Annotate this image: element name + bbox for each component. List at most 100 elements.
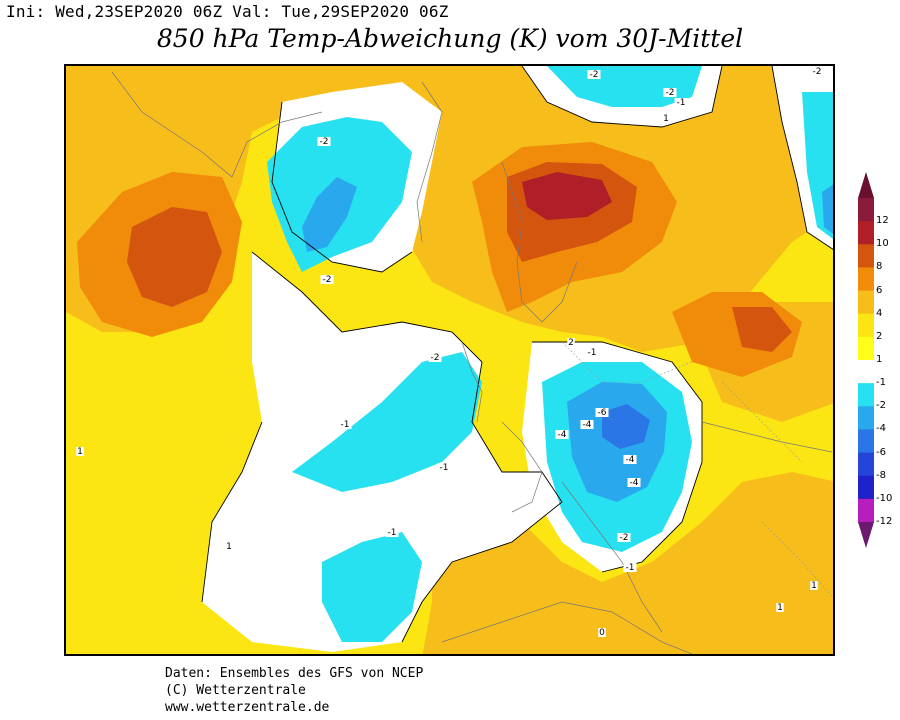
contour-label: -1 (677, 98, 686, 108)
colorbar-label: -4 (876, 423, 886, 435)
coastline (561, 481, 663, 633)
contour-label-bg (317, 137, 331, 146)
contour-line (521, 66, 723, 128)
contour-label: -2 (320, 137, 329, 147)
colorbar-label: -2 (876, 400, 886, 412)
contour-label-bg (623, 563, 637, 572)
copyright: (C) Wetterzentrale (165, 683, 306, 698)
contour-label-bg (385, 528, 399, 537)
strong-cold-east (822, 184, 833, 234)
coastline (441, 601, 693, 654)
peak-warm-scandinavia (522, 172, 612, 220)
colorbar-swatch (858, 313, 874, 338)
contour-line (771, 66, 833, 250)
colorbar-swatch (858, 429, 874, 454)
colorbar-label: 6 (876, 284, 883, 296)
strong-warm-greenland (127, 207, 222, 307)
contour-label: -4 (558, 430, 567, 440)
colorbar-swatch (858, 267, 874, 292)
contour-label: -2 (620, 533, 629, 543)
colorbar-label: 1 (876, 354, 883, 365)
coastline (461, 341, 483, 423)
contour-label: 2 (568, 338, 574, 348)
contour-label-bg (587, 70, 601, 79)
border-line (561, 341, 693, 383)
contour-label: -2 (813, 67, 822, 77)
contour-label: -2 (323, 275, 332, 285)
colorbar-label: -1 (876, 377, 886, 389)
contour-label-bg (776, 603, 784, 612)
colorbar-swatch (858, 244, 874, 268)
anomaly-zone-north (66, 66, 833, 352)
contour-label: -1 (626, 563, 635, 573)
contour-label: -4 (626, 455, 635, 465)
contour-label: 1 (77, 447, 83, 457)
data-source: Daten: Ensembles des GFS von NCEP (165, 666, 424, 681)
colorbar-label: -10 (876, 492, 893, 504)
contour-label: -4 (630, 478, 639, 488)
contour-label: 1 (811, 581, 817, 591)
contour-label: -2 (431, 353, 440, 363)
contour-label-bg (810, 67, 824, 76)
init-time: Wed,23SEP2020 06Z (55, 2, 223, 21)
colorbar-swatch (858, 406, 874, 430)
coastline (416, 81, 443, 243)
colorbar-swatch (858, 498, 874, 523)
contour-label-bg (598, 628, 606, 637)
contour-label-bg (338, 420, 352, 429)
contour-label-bg (617, 533, 631, 542)
contour-label-bg (623, 455, 637, 464)
colorbar-swatch (858, 452, 874, 477)
cold-anomaly-atlantic (292, 352, 482, 492)
contour-label: 1 (777, 603, 783, 613)
colorbar-top-arrow (858, 172, 874, 198)
contour-label: 0 (599, 628, 605, 638)
colorbar-label: 4 (876, 307, 883, 319)
strong-cold-greenland (302, 177, 357, 252)
colorbar-label: 12 (876, 215, 889, 227)
contour-label: 1 (226, 542, 232, 552)
colorbar-label: 8 (876, 261, 883, 273)
colorbar-swatch (858, 336, 874, 361)
contour-label: -1 (440, 463, 449, 473)
colorbar-swatch (858, 383, 874, 407)
peak-cold-europe (602, 404, 650, 449)
contour-line (271, 101, 413, 273)
strong-warm-russia (732, 307, 792, 352)
run-info: Ini: Wed,23SEP2020 06Z Val: Tue,29SEP202… (6, 2, 449, 21)
colorbar-label: -8 (876, 469, 886, 481)
contour-label-bg (585, 348, 599, 357)
contour-line (251, 251, 563, 643)
contour-label: -4 (583, 420, 592, 430)
contour-label-bg (662, 114, 670, 123)
coastline (501, 161, 578, 323)
contour-line (532, 341, 703, 573)
contour-label: 1 (663, 114, 669, 124)
contour-label-bg (567, 338, 575, 347)
cold-anomaly-north-russia (547, 66, 702, 107)
contour-label-bg (555, 430, 569, 439)
contour-label-bg (580, 420, 594, 429)
colorbar-label: 10 (876, 238, 889, 250)
website: www.wetterzentrale.de (165, 700, 330, 715)
contour-label-bg (437, 463, 451, 472)
contour-label-bg (428, 353, 442, 362)
colorbar-bottom-arrow (858, 522, 874, 548)
contour-label: -2 (666, 88, 675, 98)
anomaly-map: -2 -2 -1 1 -2 -2 -2 -2 -1 -1 -1 1 1 -4 -4 -6 -4 -4 -2 -1 -1 1… (64, 64, 835, 656)
map-title: 850 hPa Temp-Abweichung (K) vom 30J-Mitt… (156, 24, 744, 53)
contour-label: -6 (598, 408, 607, 418)
contour-labels: -2-2-11-2-2-2-2-1-1-111-4-4-6-4-4-2-1-11… (76, 67, 824, 638)
colorbar-swatch (858, 221, 874, 245)
contour-label-bg (595, 408, 609, 417)
valid-time: Tue,29SEP2020 06Z (281, 2, 449, 21)
coastline (501, 421, 543, 513)
contour-label: -2 (590, 70, 599, 80)
colorbar-swatch (858, 290, 874, 315)
border-line (761, 521, 833, 598)
cold-anomaly-iberia-sea (322, 532, 422, 642)
contour-label: -1 (341, 420, 350, 430)
contour-label-bg (320, 275, 334, 284)
contour-line (201, 421, 263, 603)
anomaly-zone-south (422, 472, 833, 654)
